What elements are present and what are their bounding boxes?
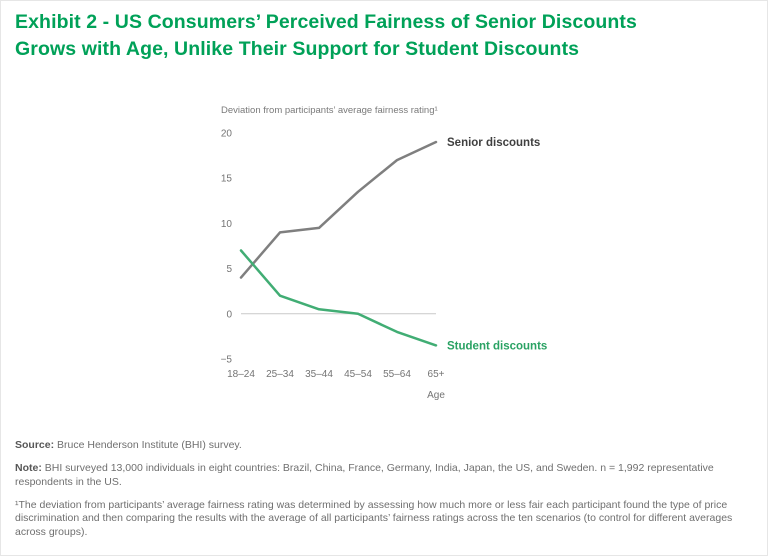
senior-discounts-label: Senior discounts <box>447 137 540 149</box>
exhibit-title-line2: Grows with Age, Unlike Their Support for… <box>15 37 580 60</box>
fairness-line-chart: Deviation from participants’ average fai… <box>221 105 548 401</box>
exhibit-title: Exhibit 2 - US Consumers’ Perceived Fair… <box>15 9 715 63</box>
x-tick-label: 65+ <box>428 369 445 380</box>
note-text: BHI surveyed 13,000 individuals in eight… <box>15 461 714 488</box>
x-tick-label: 45–54 <box>344 369 372 380</box>
y-axis-title: Deviation from participants’ average fai… <box>221 105 438 116</box>
x-tick-label: 18–24 <box>227 369 255 380</box>
exhibit-title-line1: Exhibit 2 - US Consumers’ Perceived Fair… <box>15 11 637 33</box>
student-discounts-line <box>239 249 438 347</box>
senior-discounts-line <box>239 140 438 279</box>
footnote: ¹The deviation from participants’ averag… <box>15 498 733 539</box>
x-axis-title: Age <box>427 390 445 401</box>
survey-note: Note: BHI surveyed 13,000 individuals in… <box>15 462 753 490</box>
x-tick-label: 35–44 <box>305 369 333 380</box>
y-tick-label: 10 <box>221 219 233 230</box>
source-note: Source: Bruce Henderson Institute (BHI) … <box>15 439 753 453</box>
note-label: Note: <box>15 461 42 474</box>
x-tick-label: 25–34 <box>266 369 294 380</box>
y-tick-label: 5 <box>226 264 232 275</box>
y-tick-label: 0 <box>226 309 232 320</box>
y-tick-label: 15 <box>221 174 233 185</box>
footer-notes: Source: Bruce Henderson Institute (BHI) … <box>15 439 753 549</box>
student-discounts-label: Student discounts <box>447 340 547 352</box>
source-label: Source: <box>15 439 55 451</box>
y-tick-label: 20 <box>221 129 233 140</box>
source-text: Bruce Henderson Institute (BHI) survey. <box>54 439 242 451</box>
x-tick-label: 55–64 <box>383 369 411 380</box>
y-tick-label: −5 <box>221 355 233 366</box>
